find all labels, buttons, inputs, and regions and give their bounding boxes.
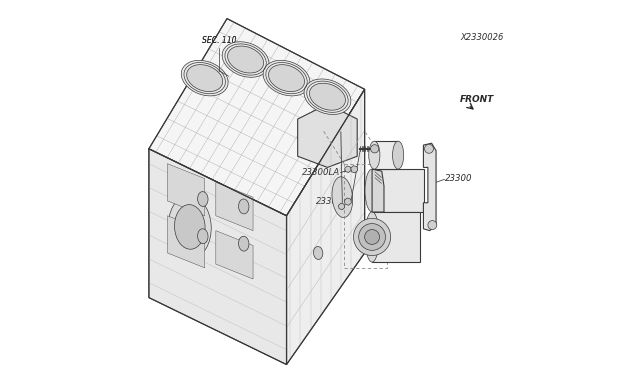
Polygon shape xyxy=(372,169,384,212)
Circle shape xyxy=(371,145,379,153)
Text: FRONT: FRONT xyxy=(460,95,494,104)
Ellipse shape xyxy=(239,199,249,214)
Polygon shape xyxy=(168,216,205,268)
Ellipse shape xyxy=(365,212,379,262)
Ellipse shape xyxy=(187,65,223,92)
Circle shape xyxy=(428,221,437,230)
Ellipse shape xyxy=(181,60,228,96)
Text: 23300: 23300 xyxy=(445,174,473,183)
Ellipse shape xyxy=(369,141,380,169)
Polygon shape xyxy=(298,104,357,167)
Ellipse shape xyxy=(269,65,305,92)
Text: 23300A: 23300A xyxy=(316,197,349,206)
Text: 23300LA: 23300LA xyxy=(302,168,340,177)
Polygon shape xyxy=(216,231,253,279)
Circle shape xyxy=(365,230,380,244)
Ellipse shape xyxy=(314,247,323,259)
Polygon shape xyxy=(149,149,287,365)
Ellipse shape xyxy=(263,60,310,96)
Polygon shape xyxy=(374,141,398,169)
Polygon shape xyxy=(424,143,436,231)
Ellipse shape xyxy=(309,83,346,110)
Polygon shape xyxy=(216,182,253,231)
Text: SEC. 110: SEC. 110 xyxy=(202,36,236,45)
Ellipse shape xyxy=(332,177,353,218)
Ellipse shape xyxy=(228,46,264,73)
Circle shape xyxy=(424,144,433,153)
Polygon shape xyxy=(149,19,365,216)
Polygon shape xyxy=(372,212,420,262)
Text: 23300L: 23300L xyxy=(308,126,341,135)
Ellipse shape xyxy=(365,169,379,212)
Ellipse shape xyxy=(304,79,351,115)
Polygon shape xyxy=(168,164,205,216)
Ellipse shape xyxy=(392,141,404,169)
Polygon shape xyxy=(372,169,424,212)
Ellipse shape xyxy=(222,42,269,77)
Text: X2330026: X2330026 xyxy=(461,33,504,42)
Ellipse shape xyxy=(168,195,211,259)
Ellipse shape xyxy=(175,205,205,249)
Circle shape xyxy=(358,224,385,250)
Polygon shape xyxy=(287,89,365,365)
Circle shape xyxy=(353,218,390,256)
Ellipse shape xyxy=(239,236,249,251)
Text: SEC. 110: SEC. 110 xyxy=(202,36,236,45)
Ellipse shape xyxy=(198,192,208,206)
Ellipse shape xyxy=(198,229,208,244)
